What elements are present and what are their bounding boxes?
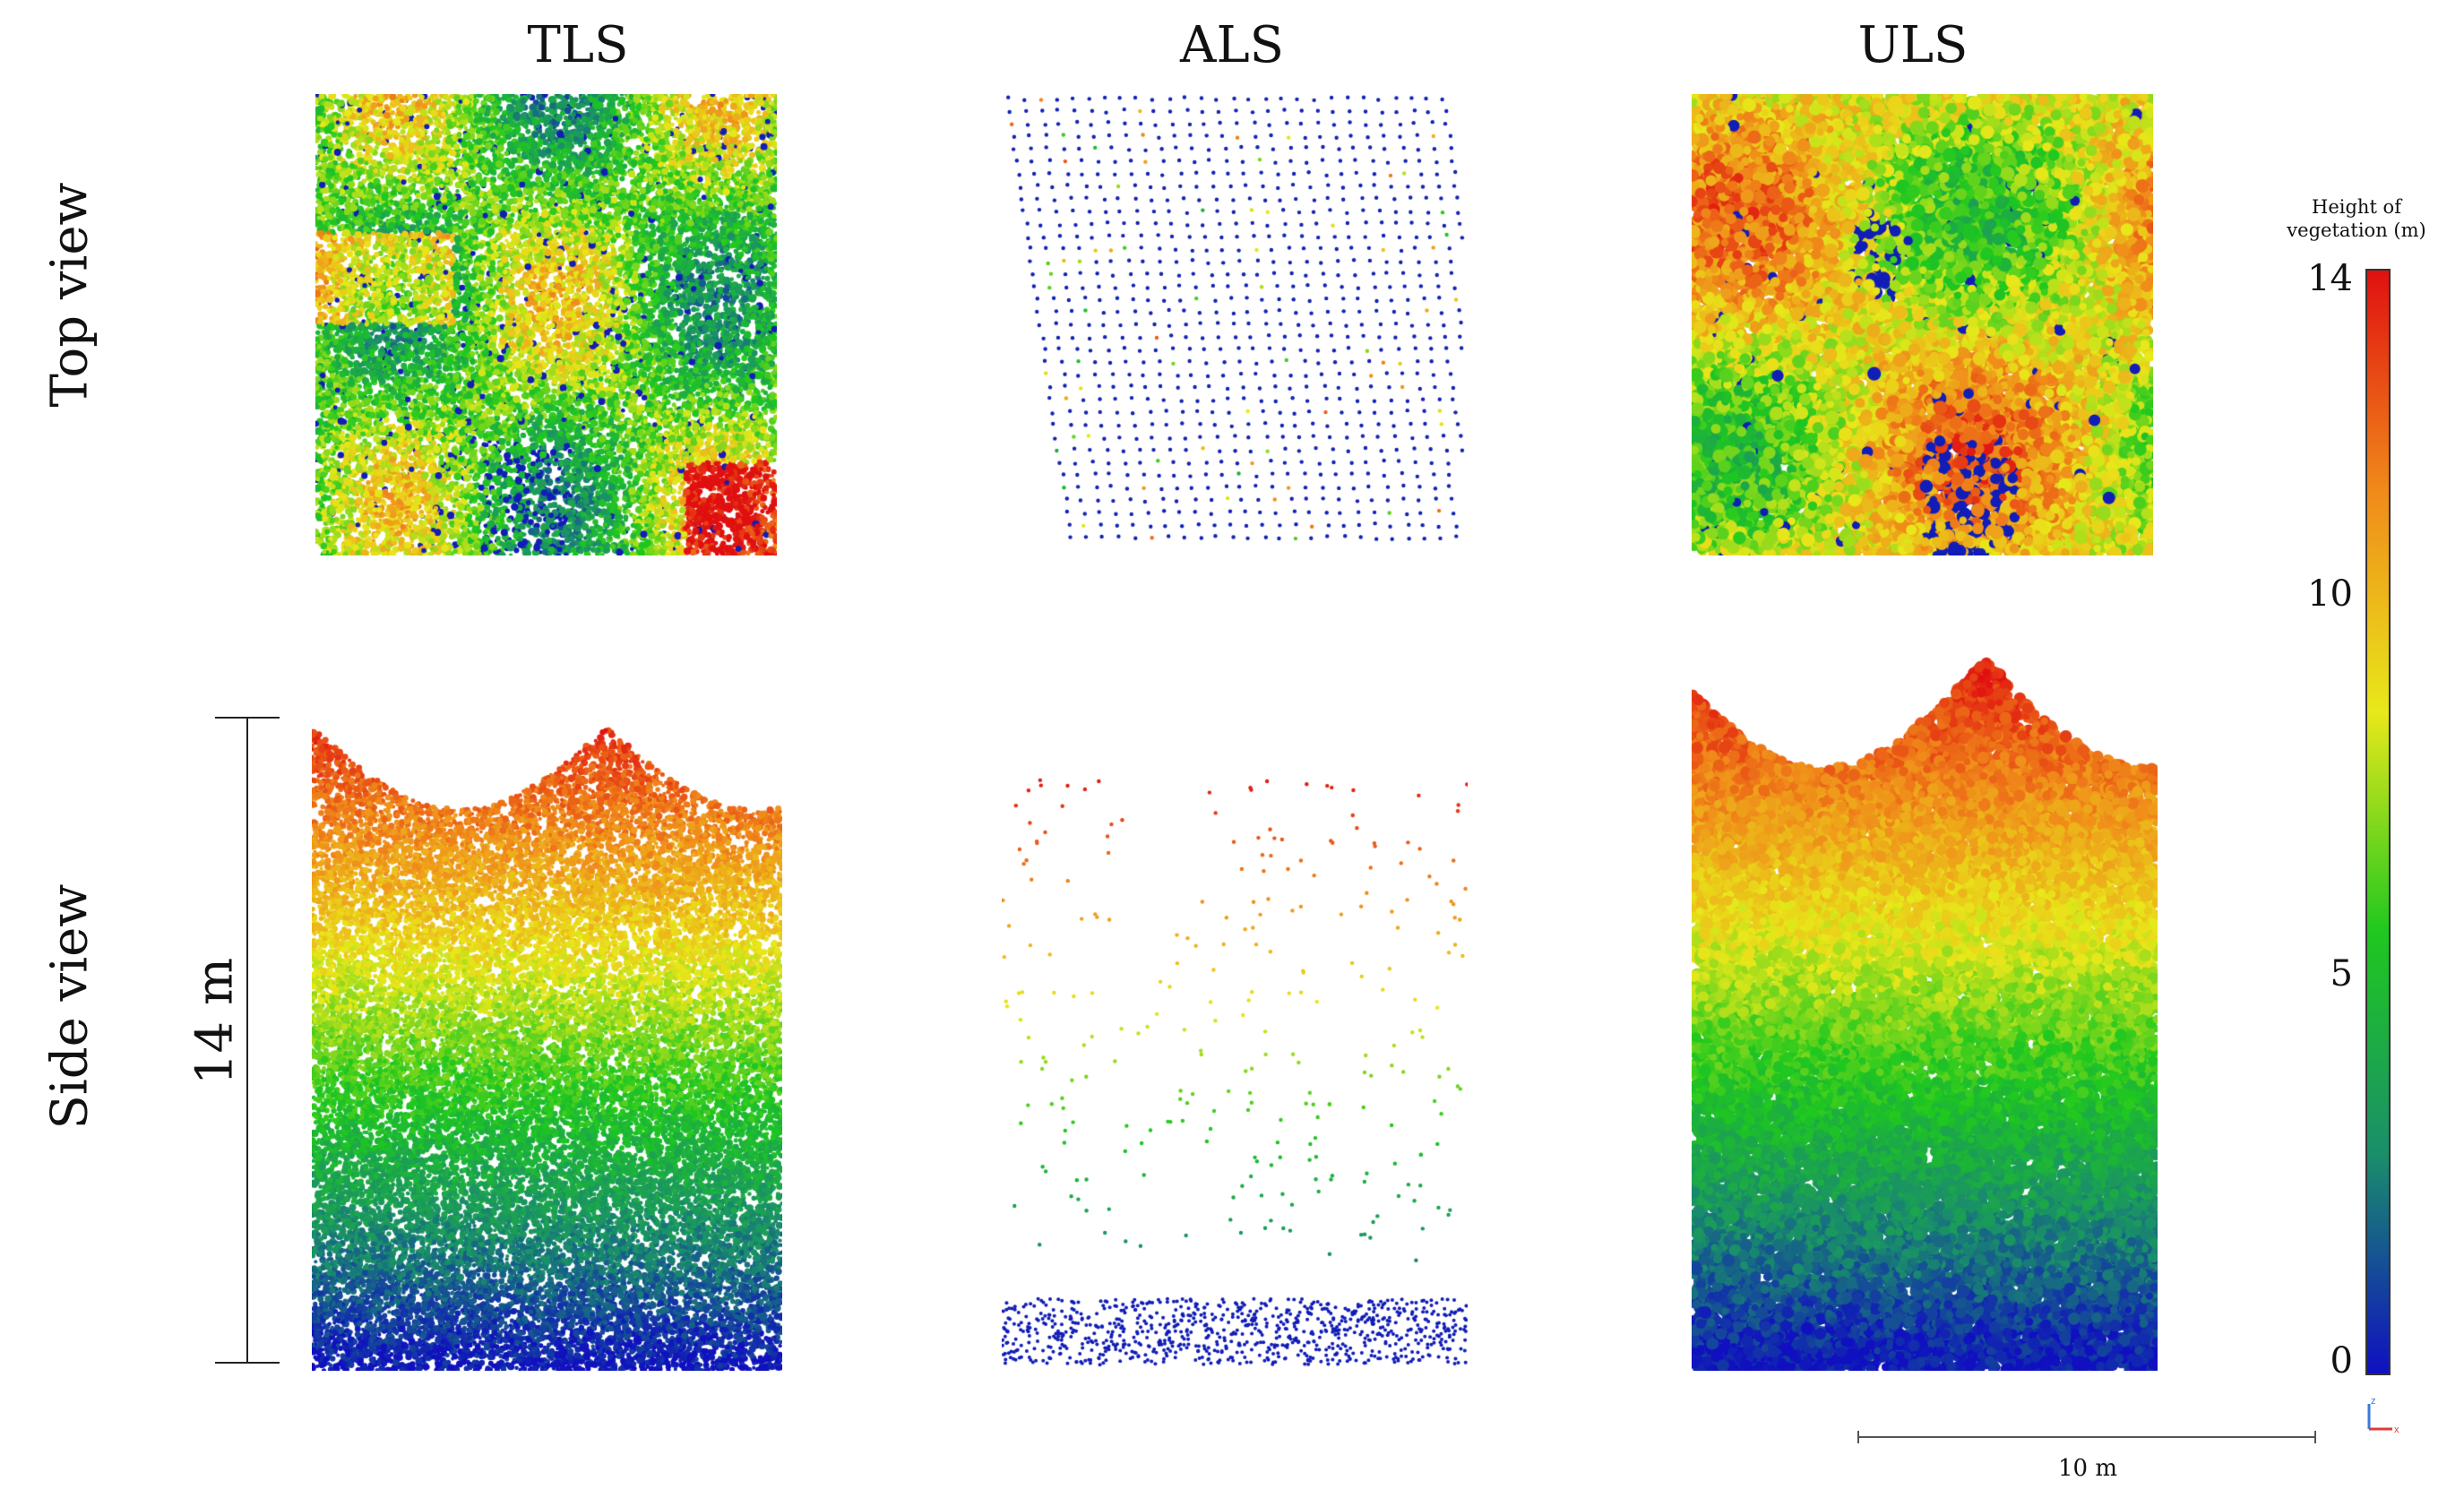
row-label-side-view: Side view bbox=[40, 883, 99, 1130]
height-colorbar bbox=[2365, 269, 2391, 1375]
uls-top-view-pointcloud bbox=[1692, 94, 2153, 555]
column-title-tls: TLS bbox=[527, 16, 629, 74]
uls-side-view-pointcloud bbox=[1692, 645, 2158, 1371]
height-scale-top-tick bbox=[215, 717, 280, 719]
column-title-als: ALS bbox=[1180, 16, 1284, 74]
legend-title: Height of vegetation (m) bbox=[2271, 195, 2442, 242]
legend-tick-14: 14 bbox=[2307, 258, 2353, 299]
legend-title-line2: vegetation (m) bbox=[2287, 220, 2426, 241]
height-scale-label: 14 m bbox=[185, 957, 245, 1086]
legend-tick-5: 5 bbox=[2330, 953, 2353, 994]
axis-z-label: z bbox=[2371, 1396, 2376, 1407]
legend-title-line1: Height of bbox=[2312, 196, 2401, 218]
als-side-view-pointcloud bbox=[1002, 771, 1468, 1371]
height-scale-bottom-tick bbox=[215, 1362, 280, 1364]
row-label-top-view: Top view bbox=[40, 182, 99, 408]
tls-side-view-pointcloud bbox=[312, 694, 782, 1371]
legend-tick-10: 10 bbox=[2307, 573, 2353, 615]
legend-tick-0: 0 bbox=[2330, 1340, 2353, 1382]
height-scale-line bbox=[246, 717, 248, 1362]
als-top-view-pointcloud bbox=[1004, 94, 1465, 555]
axes-orientation-icon: z x bbox=[2367, 1396, 2399, 1435]
tls-top-view-pointcloud bbox=[315, 94, 777, 555]
column-title-uls: ULS bbox=[1857, 16, 1969, 74]
horizontal-scalebar-label: 10 m bbox=[2057, 1455, 2117, 1482]
axis-x-label: x bbox=[2394, 1425, 2399, 1435]
horizontal-scalebar bbox=[1857, 1431, 2316, 1443]
